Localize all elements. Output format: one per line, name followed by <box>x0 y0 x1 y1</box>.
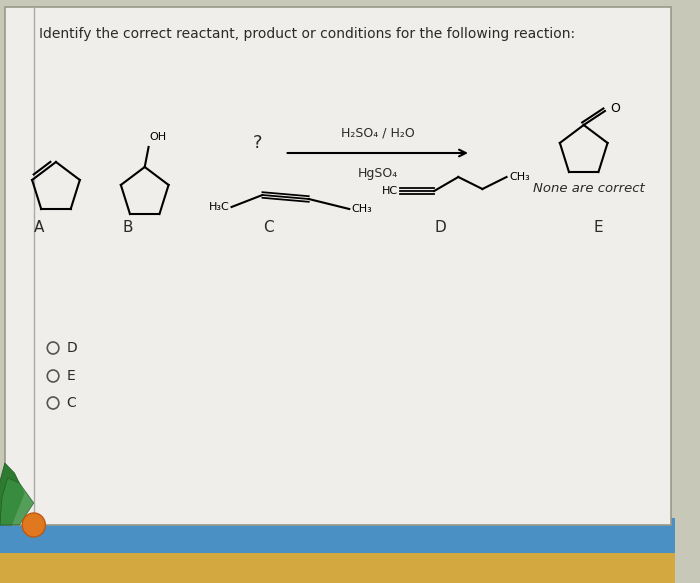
Text: H₃C: H₃C <box>209 202 230 212</box>
FancyBboxPatch shape <box>0 518 676 583</box>
Text: OH: OH <box>150 132 167 142</box>
Polygon shape <box>0 463 24 525</box>
Text: Identify the correct reactant, product or conditions for the following reaction:: Identify the correct reactant, product o… <box>38 27 575 41</box>
Text: HC: HC <box>382 186 398 196</box>
Text: ?: ? <box>253 134 262 152</box>
Text: H₂SO₄ / H₂O: H₂SO₄ / H₂O <box>341 126 414 139</box>
Text: None are correct: None are correct <box>533 181 645 195</box>
Text: C: C <box>263 220 274 236</box>
Text: C: C <box>66 396 76 410</box>
Text: D: D <box>66 341 77 355</box>
FancyBboxPatch shape <box>5 7 671 525</box>
Text: E: E <box>66 369 76 383</box>
Text: O: O <box>610 103 620 115</box>
Circle shape <box>22 513 46 537</box>
FancyBboxPatch shape <box>0 553 676 583</box>
Text: B: B <box>122 220 132 236</box>
Text: CH₃: CH₃ <box>510 172 530 182</box>
Text: HgSO₄: HgSO₄ <box>358 167 398 180</box>
Text: A: A <box>34 220 44 236</box>
Polygon shape <box>0 478 34 525</box>
Text: E: E <box>594 220 603 236</box>
Text: CH₃: CH₃ <box>351 204 372 214</box>
Text: D: D <box>434 220 446 236</box>
